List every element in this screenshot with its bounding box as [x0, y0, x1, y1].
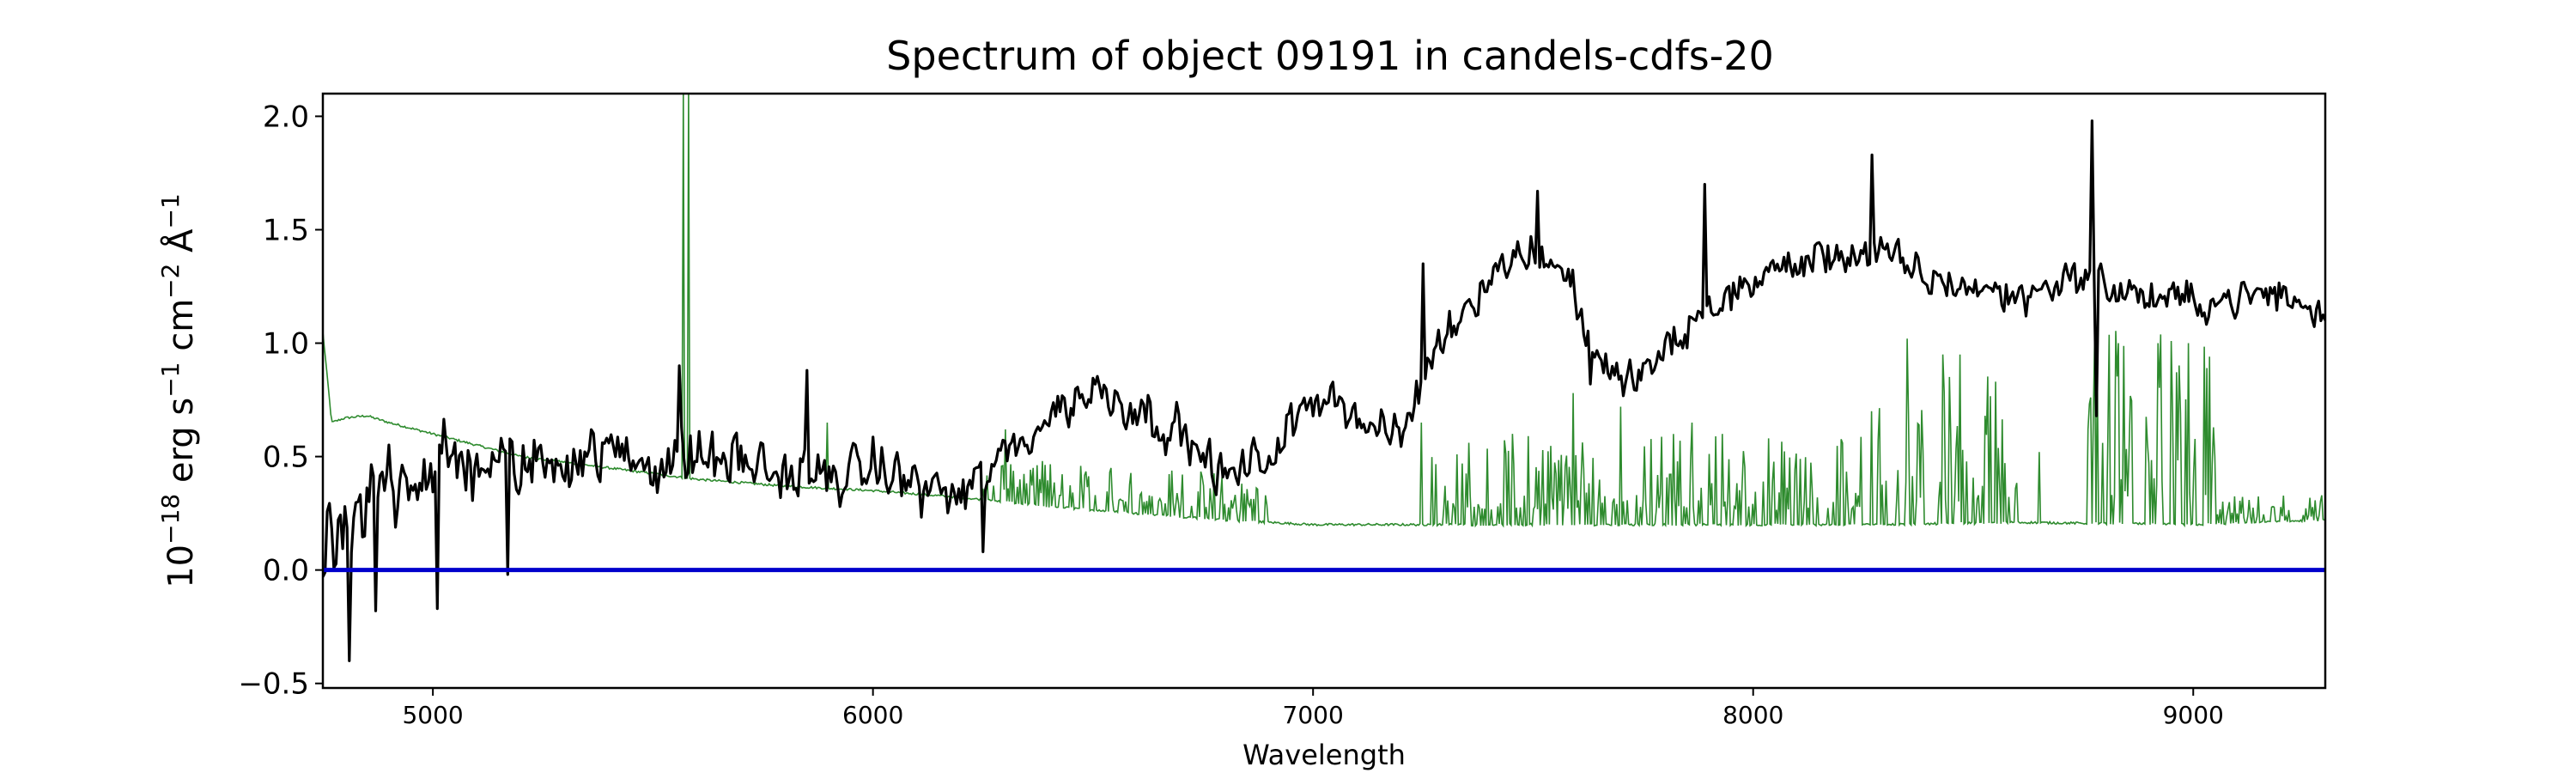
x-tick-label: 5000	[402, 701, 463, 729]
y-tick-label: 0.0	[263, 554, 309, 588]
plot-frame	[321, 92, 2327, 690]
y-tick-label: −0.5	[238, 667, 309, 702]
y-axis-label-part1-exponent: −1	[156, 362, 185, 398]
series-layer	[323, 94, 2325, 662]
x-axis-label: Wavelength	[1242, 739, 1406, 771]
y-axis-label-part3-exponent: −1	[156, 193, 185, 228]
y-axis-ticks: 2.0 1.5 1.0 0.5 0.0 −0.5	[238, 100, 323, 702]
y-axis-label-part2-exponent: −2	[156, 264, 185, 299]
flux-spectrum-line	[323, 119, 2325, 662]
y-axis-label-part1: erg s	[161, 398, 201, 494]
x-tick-label: 6000	[842, 701, 903, 729]
y-tick-label: 2.0	[263, 100, 309, 134]
x-axis-ticks: 5000 6000 7000 8000 9000	[402, 688, 2224, 729]
chart-title: Spectrum of object 09191 in candels-cdfs…	[886, 33, 1774, 79]
y-axis-label-prefix-exponent: −18	[156, 494, 185, 545]
y-tick-label: 1.5	[263, 213, 309, 247]
x-tick-label: 8000	[1722, 701, 1783, 729]
y-tick-label: 1.0	[263, 327, 309, 362]
y-tick-label: 0.5	[263, 441, 309, 475]
y-axis-label-prefix: 10	[161, 545, 201, 588]
y-axis-label-part3: Å	[160, 228, 201, 264]
y-axis-label-part2: cm	[161, 299, 201, 362]
x-tick-label: 9000	[2163, 701, 2224, 729]
x-tick-label: 7000	[1283, 701, 1344, 729]
y-axis-label: 10−18 erg s−1 cm−2 Å−1	[156, 193, 201, 588]
